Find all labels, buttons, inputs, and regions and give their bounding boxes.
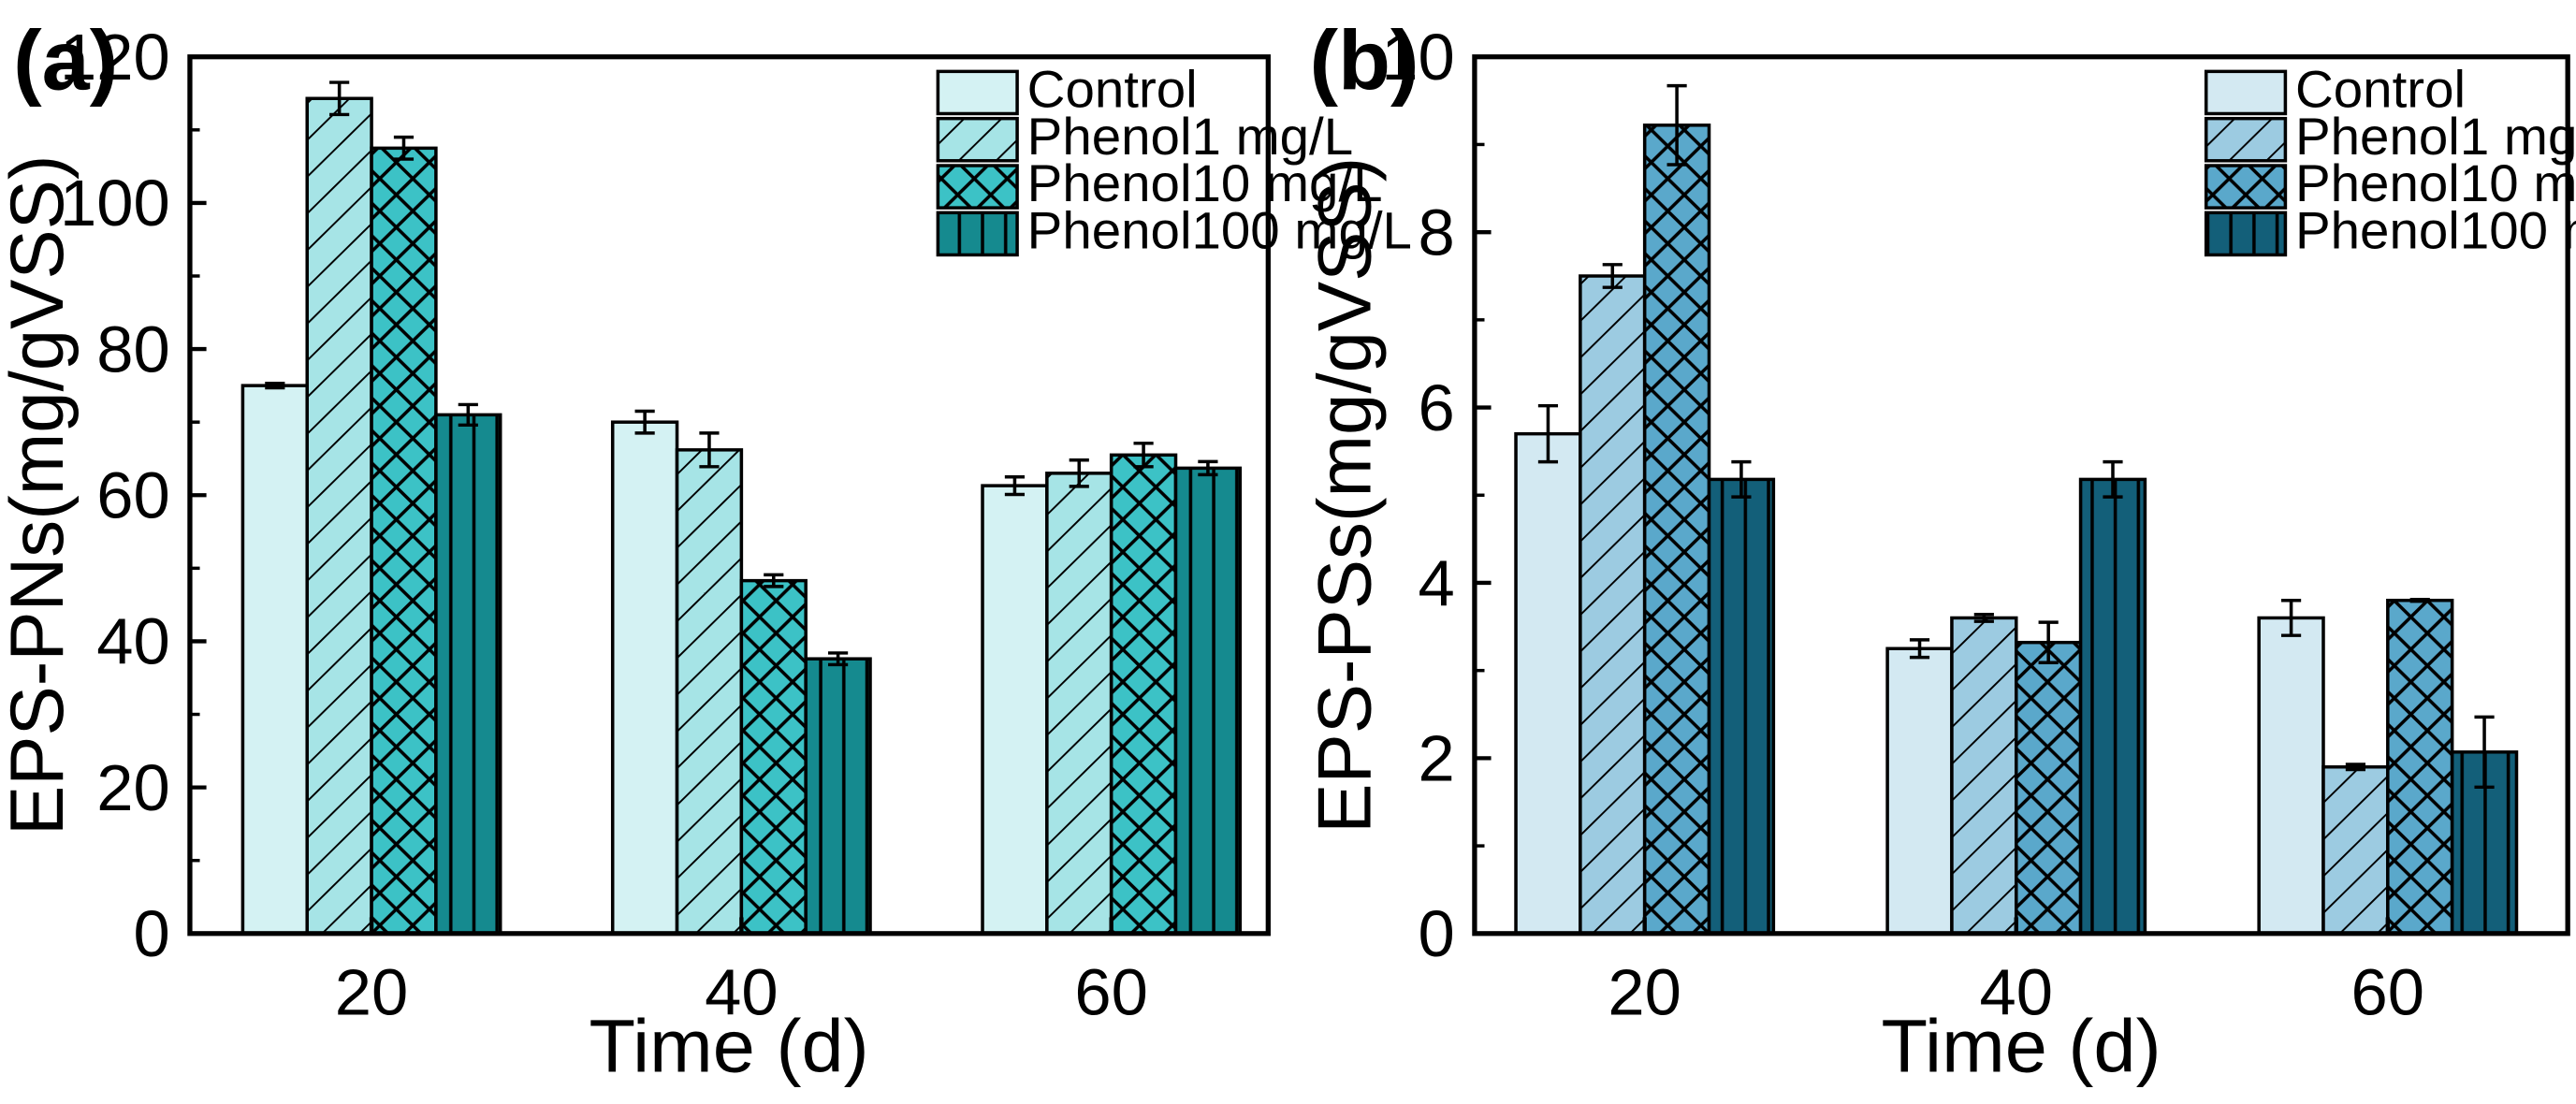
y-axis-title: EPS-PSs(mg/gVSS) [1303,157,1388,834]
legend-swatch-pattern [2205,118,2286,161]
legend-swatch [938,71,1018,114]
panel-label: (b) [1309,14,1419,108]
y-tick-label: 20 [96,751,170,823]
legend-label: Phenol10 mg/L [2295,154,2576,212]
bar-pattern [1175,468,1241,934]
x-tick-label: 60 [2351,956,2425,1028]
plot-frame [187,54,1271,937]
y-tick-label: 4 [1418,547,1454,619]
legend-swatch-pattern [938,212,1018,255]
y-tick-label: 0 [1418,898,1454,970]
legend-label: Phenol10 mg/L [1027,154,1383,212]
bar [1516,433,1580,934]
panel-label: (a) [13,14,118,108]
bar [242,385,308,934]
legend-swatch-pattern [2205,166,2286,209]
x-axis-title: Time (d) [589,1005,869,1088]
legend-swatch-outline [2204,69,2288,116]
bar-pattern [677,449,742,934]
bar-pattern [806,659,871,934]
bar-pattern [307,98,372,934]
plot-frame [1472,54,2570,937]
bar-pattern [2322,766,2388,934]
bar-pattern [1709,479,1774,934]
x-tick-label: 40 [1979,956,2053,1028]
legend-label: Control [2295,60,2466,118]
y-tick-label: 8 [1418,196,1454,269]
legend-label: Control [1027,60,1198,118]
y-axis-title: EPS-PNs(mg/gVSS) [0,155,80,835]
y-tick-label: 60 [96,459,170,531]
x-tick-label: 40 [705,956,779,1028]
bar-pattern [371,148,436,934]
bar [2259,617,2323,934]
y-tick-label: 6 [1418,371,1454,443]
legend-swatch-outline [2204,211,2288,257]
x-tick-label: 20 [1608,956,1681,1028]
legend-label: Phenol1 mg/L [1027,107,1353,165]
x-tick-label: 60 [1074,956,1148,1028]
bar-pattern [1951,617,2016,934]
y-tick-label: 100 [60,167,170,240]
legend-label: Phenol100 mg/L [2295,201,2576,259]
bar-pattern [1111,455,1176,934]
legend-label: Phenol100 mg/L [1027,201,1412,259]
legend-swatch-outline [936,211,1019,257]
bar-pattern [2387,600,2452,934]
y-tick-label: 2 [1418,722,1454,794]
legend-swatch-outline [936,164,1019,210]
bar-pattern [1579,276,1645,934]
legend-swatch-outline [936,69,1019,116]
bar [612,422,677,934]
y-tick-label: 80 [96,313,170,385]
bar-pattern [1046,472,1112,934]
bar [982,486,1047,934]
bar-pattern [1644,124,1710,934]
bar-pattern [2016,642,2081,934]
y-tick-label: 0 [134,898,170,970]
x-tick-label: 20 [335,956,409,1028]
legend-swatch-pattern [938,118,1018,161]
x-axis-title: Time (d) [1881,1005,2161,1088]
legend-swatch [2205,71,2286,114]
legend-swatch-outline [936,116,1019,163]
y-tick-label: 40 [96,605,170,677]
y-tick-label: 120 [60,22,170,94]
bar-pattern [435,414,501,934]
bar-pattern [2080,479,2146,934]
legend-swatch-pattern [938,166,1018,209]
bar-pattern [741,580,807,934]
bar [1887,648,1952,934]
legend-label: Phenol1 mg/L [2295,107,2576,165]
legend-swatch-outline [2204,164,2288,210]
y-tick-label: 10 [1381,22,1455,94]
legend-swatch-pattern [2205,212,2286,255]
legend-swatch-outline [2204,116,2288,163]
